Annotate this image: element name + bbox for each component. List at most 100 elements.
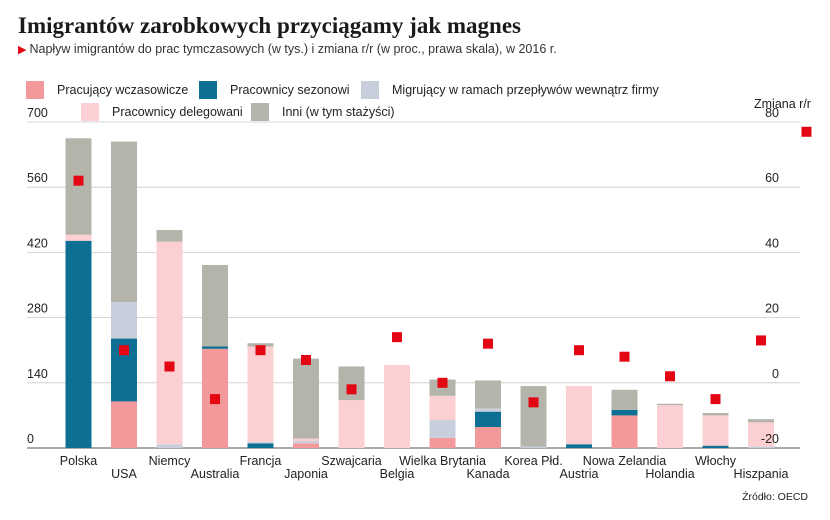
right-tick-label: 0 bbox=[772, 367, 779, 381]
change-marker bbox=[210, 394, 220, 405]
bar-segment bbox=[520, 386, 547, 447]
bar-segment bbox=[111, 141, 137, 303]
left-tick-label: 0 bbox=[27, 432, 34, 446]
change-marker bbox=[392, 332, 402, 343]
bar-segment bbox=[748, 419, 774, 423]
category-label: Wielka Brytania bbox=[399, 454, 486, 468]
bar-segment bbox=[475, 380, 501, 409]
bar-segment bbox=[702, 415, 729, 446]
bar-segment bbox=[202, 264, 228, 347]
right-axis-title: Zmiana r/r bbox=[754, 97, 811, 111]
bar-segment bbox=[338, 366, 365, 401]
subtitle-text: Napływ imigrantów do prac tymczasowych (… bbox=[29, 42, 557, 56]
change-marker bbox=[665, 371, 675, 382]
legend-swatch bbox=[81, 103, 99, 121]
bar-segment bbox=[611, 389, 638, 410]
category-label: USA bbox=[111, 467, 137, 481]
right-tick-label: 40 bbox=[765, 236, 779, 250]
category-label: Hiszpania bbox=[734, 467, 789, 481]
category-label: Japonia bbox=[284, 467, 328, 481]
change-marker bbox=[801, 126, 812, 137]
bar-segment bbox=[65, 240, 92, 448]
category-label: Włochy bbox=[695, 454, 737, 468]
change-marker bbox=[756, 335, 766, 346]
category-label: Australia bbox=[191, 467, 240, 481]
left-tick-label: 140 bbox=[27, 367, 48, 381]
bar-segment bbox=[566, 444, 592, 448]
chart-subtitle: ▶ Napływ imigrantów do prac tymczasowych … bbox=[18, 42, 557, 56]
legend-swatch bbox=[199, 81, 217, 99]
right-tick-label: 60 bbox=[765, 171, 779, 185]
left-tick-label: 560 bbox=[27, 171, 48, 185]
left-tick-label: 280 bbox=[27, 302, 48, 316]
source-note: Źródło: OECD bbox=[742, 491, 808, 503]
bar-segment bbox=[247, 443, 274, 448]
bar-segment bbox=[566, 386, 592, 445]
category-label: Szwajcaria bbox=[321, 454, 381, 468]
legend-item-pracownicy-delegowani: Pracownicy delegowani bbox=[81, 103, 243, 121]
bar-segment bbox=[475, 411, 501, 428]
bar-segment bbox=[338, 400, 365, 448]
category-label: Austria bbox=[560, 467, 599, 481]
category-label: Korea Płd. bbox=[504, 454, 562, 468]
category-label: Holandia bbox=[645, 467, 694, 481]
bar-segment bbox=[156, 444, 183, 448]
axis-ticks: 0 140 280 420 560 700 -20 0 20 40 60 80 bbox=[27, 106, 779, 446]
legend-item-inni: Inni (w tym stażyści) bbox=[251, 103, 395, 121]
legend-label: Pracownicy sezonowi bbox=[230, 83, 350, 97]
bar-segment bbox=[111, 401, 137, 448]
bar-segment bbox=[202, 346, 228, 349]
legend-label: Migrujący w ramach przepływów wewnątrz f… bbox=[392, 83, 659, 97]
legend-label: Pracujący wczasowicze bbox=[57, 83, 189, 97]
bar-segment bbox=[247, 441, 274, 444]
arrow-icon: ▶ bbox=[18, 44, 27, 56]
right-tick-label: 80 bbox=[765, 106, 779, 120]
category-label: Francja bbox=[240, 454, 282, 468]
left-tick-label: 420 bbox=[27, 236, 48, 250]
left-tick-label: 700 bbox=[27, 106, 48, 120]
bar-segment bbox=[293, 358, 319, 439]
change-marker bbox=[619, 351, 630, 362]
bar-segment bbox=[429, 395, 456, 421]
bar-segment bbox=[384, 365, 410, 448]
category-label: Nowa Zelandia bbox=[583, 454, 666, 468]
change-marker bbox=[710, 394, 721, 405]
bar-segment bbox=[293, 438, 319, 442]
bar-segment bbox=[611, 415, 638, 448]
bars bbox=[65, 138, 774, 448]
legend-swatch bbox=[26, 81, 44, 99]
legend-swatch bbox=[251, 103, 269, 121]
bar-segment bbox=[156, 230, 183, 242]
bar-segment bbox=[611, 409, 638, 416]
bar-segment bbox=[657, 405, 683, 448]
legend-swatch bbox=[361, 81, 379, 99]
bar-segment bbox=[475, 408, 501, 412]
change-marker bbox=[483, 338, 493, 349]
bar-segment bbox=[429, 420, 456, 438]
category-label: Belgia bbox=[380, 467, 415, 481]
bar-segment bbox=[65, 234, 92, 241]
gridlines bbox=[27, 121, 800, 449]
bar-segment bbox=[520, 446, 547, 448]
category-label: Niemcy bbox=[149, 454, 191, 468]
bar-segment bbox=[156, 241, 183, 445]
change-marker bbox=[255, 345, 266, 356]
change-markers bbox=[73, 126, 812, 408]
bar-segment bbox=[748, 446, 774, 448]
bar-segment bbox=[247, 346, 274, 442]
bar-segment bbox=[429, 437, 456, 448]
change-marker bbox=[346, 384, 357, 395]
bar-segment bbox=[702, 413, 729, 416]
bar-segment bbox=[293, 443, 319, 448]
change-marker bbox=[574, 345, 584, 356]
bar-segment bbox=[702, 445, 729, 448]
category-label: Kanada bbox=[466, 467, 509, 481]
change-marker bbox=[437, 377, 448, 388]
bar-segment bbox=[748, 422, 774, 447]
change-marker bbox=[301, 354, 311, 365]
bar-segment bbox=[65, 138, 92, 235]
change-marker bbox=[164, 361, 175, 372]
right-tick-label: -20 bbox=[761, 432, 779, 446]
right-tick-label: 20 bbox=[765, 302, 779, 316]
